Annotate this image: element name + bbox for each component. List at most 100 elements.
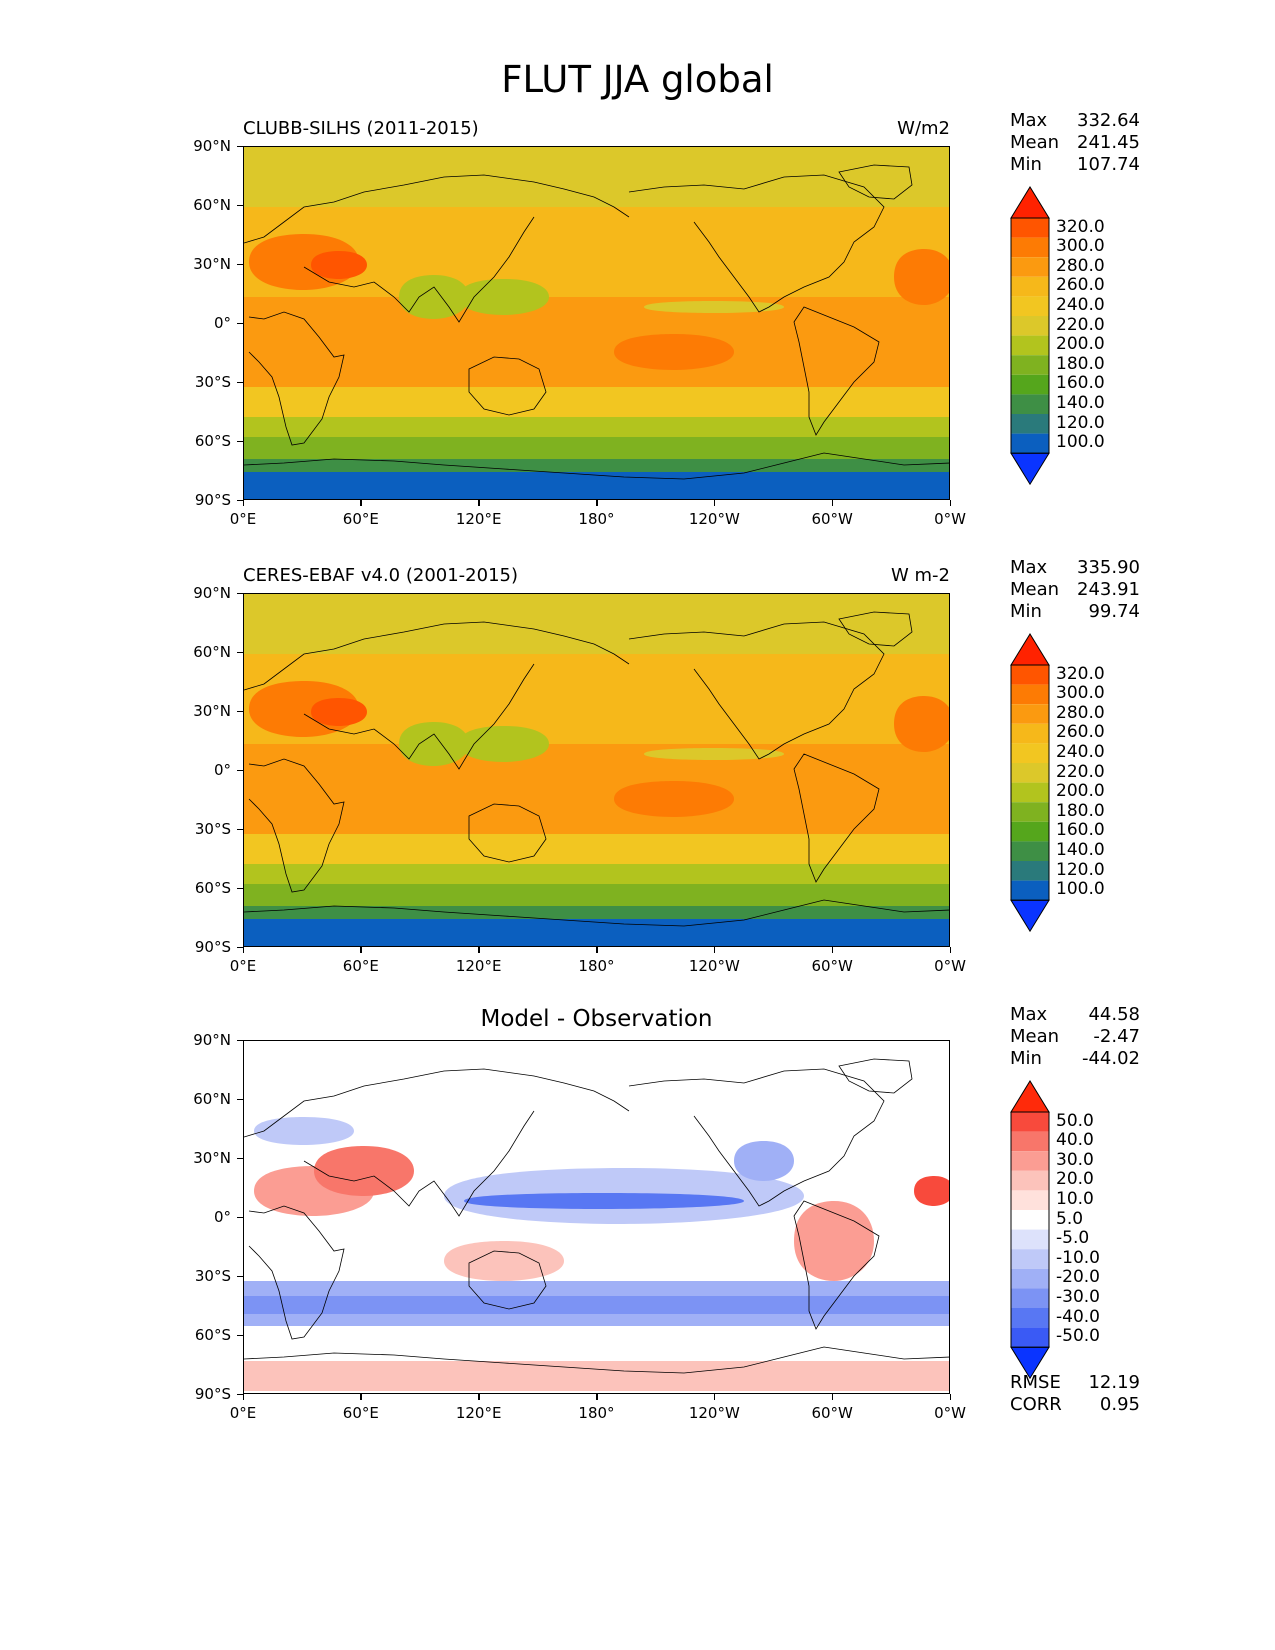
lon-tick-mark bbox=[713, 1394, 716, 1400]
colorbar-segment bbox=[1011, 743, 1049, 763]
lat-tick-mark bbox=[237, 887, 243, 889]
colorbar-max-extension bbox=[1010, 186, 1050, 219]
colorbar-level-label: 220.0 bbox=[1056, 761, 1105, 782]
lon-tick-mark bbox=[831, 1394, 834, 1400]
arabia-region bbox=[311, 251, 367, 279]
colorbar-segment bbox=[1011, 684, 1049, 705]
stat-row: CORR 0.95 bbox=[1010, 1394, 1140, 1416]
lat-tick-label: 30°N bbox=[193, 255, 231, 273]
contour-band-antarctica bbox=[244, 472, 949, 499]
colorbar-level-label: 280.0 bbox=[1056, 255, 1105, 276]
contour-band-tropics bbox=[244, 297, 949, 397]
colorbar-segment bbox=[1011, 1249, 1049, 1269]
colorbar-segment bbox=[1011, 802, 1049, 822]
lat-tick-label: 60°N bbox=[193, 196, 231, 214]
lat-tick-label: 90°N bbox=[193, 584, 231, 602]
colorbar-level-label: 100.0 bbox=[1056, 879, 1105, 900]
lon-tick-mark bbox=[360, 947, 362, 953]
colorbar-segment bbox=[1011, 861, 1049, 881]
coastline bbox=[303, 216, 535, 323]
colorbar-outline bbox=[1010, 664, 1050, 901]
lon-tick-mark bbox=[596, 947, 598, 953]
lat-tick-label: 30°N bbox=[193, 702, 231, 720]
coastlines bbox=[244, 164, 949, 480]
colorbar-segment bbox=[1011, 257, 1049, 277]
lat-tick-label: 0° bbox=[213, 761, 231, 779]
coastline bbox=[628, 174, 885, 313]
atlantic-region bbox=[894, 696, 949, 752]
colorbar-segment bbox=[1011, 394, 1049, 414]
lat-tick-label: 60°N bbox=[193, 643, 231, 661]
colorbar-segment bbox=[1011, 782, 1049, 803]
colorbar-level-label: 300.0 bbox=[1056, 236, 1105, 257]
lat-tick-mark bbox=[237, 499, 243, 501]
lon-tick-mark bbox=[478, 500, 480, 506]
lon-tick-label: 120°E bbox=[455, 957, 502, 975]
lat-tick-label: 30°N bbox=[193, 1149, 231, 1167]
lat-tick-mark bbox=[237, 381, 243, 383]
colorbar-level-label: 120.0 bbox=[1056, 859, 1105, 880]
coastline bbox=[244, 621, 630, 691]
colorbar-min-extension bbox=[1010, 452, 1050, 486]
lat-tick-label: 60°S bbox=[194, 879, 231, 897]
lon-tick-mark bbox=[478, 947, 480, 953]
colorbar-segment bbox=[1011, 841, 1049, 861]
colorbar bbox=[1010, 633, 1050, 933]
lat-tick-label: 0° bbox=[213, 314, 231, 332]
map-panel bbox=[243, 146, 950, 500]
extra-stats-block: RMSE 12.19 CORR 0.95 bbox=[1010, 1372, 1140, 1416]
lat-tick-mark bbox=[237, 828, 243, 830]
lon-tick-label: 120°W bbox=[688, 957, 740, 975]
lon-tick-label: 0°E bbox=[229, 957, 257, 975]
colorbar-segment bbox=[1011, 1268, 1049, 1289]
panel-units: W/m2 bbox=[897, 118, 950, 139]
warm-pool-region-east bbox=[459, 279, 549, 315]
lon-tick-label: 0°E bbox=[229, 510, 257, 528]
colorbar-level-label: 240.0 bbox=[1056, 742, 1105, 762]
panel-units: W m-2 bbox=[890, 565, 950, 586]
colorbar-level-label: 200.0 bbox=[1056, 781, 1105, 802]
colorbar-level-label: 180.0 bbox=[1056, 353, 1105, 374]
atlantic-positive-region bbox=[914, 1176, 949, 1206]
stat-label: Max bbox=[1010, 557, 1048, 578]
colorbar-level-label: 220.0 bbox=[1056, 314, 1105, 335]
stat-label: Min bbox=[1010, 1048, 1042, 1069]
lat-tick-mark bbox=[237, 651, 243, 653]
lon-tick-label: 60°E bbox=[342, 1404, 379, 1422]
colorbar-segment bbox=[1011, 1131, 1049, 1152]
colorbar-level-label: 240.0 bbox=[1056, 295, 1105, 315]
lat-tick-mark bbox=[237, 1157, 243, 1159]
itcz-negative-core bbox=[464, 1193, 744, 1209]
stat-row: Mean 241.45 bbox=[1010, 132, 1140, 154]
colorbar-segment bbox=[1011, 316, 1049, 336]
india-positive-region bbox=[314, 1146, 414, 1196]
panel-title: CERES-EBAF v4.0 (2001-2015) bbox=[243, 565, 519, 586]
atlantic-region bbox=[894, 249, 949, 305]
stat-value: 332.64 bbox=[1077, 110, 1140, 131]
colorbar-level-label: 100.0 bbox=[1056, 432, 1105, 453]
coastline bbox=[628, 1068, 885, 1207]
lat-tick-label: 90°S bbox=[194, 938, 231, 956]
stats-block: Max 332.64 Mean 241.45 Min 107.74 bbox=[1010, 110, 1140, 176]
colorbar-outline bbox=[1010, 217, 1050, 454]
stat-row: Mean -2.47 bbox=[1010, 1026, 1140, 1048]
stat-row: Min -44.02 bbox=[1010, 1048, 1140, 1070]
map-panel bbox=[243, 1040, 950, 1394]
lon-tick-label: 0°W bbox=[934, 1404, 966, 1422]
stat-value: -44.02 bbox=[1081, 1048, 1140, 1069]
colorbar-segment bbox=[1011, 723, 1049, 744]
lon-tick-label: 0°E bbox=[229, 1404, 257, 1422]
stat-row: Max 335.90 bbox=[1010, 557, 1140, 579]
stats-block: Max 335.90 Mean 243.91 Min 99.74 bbox=[1010, 557, 1140, 623]
lat-tick-mark bbox=[237, 1039, 243, 1041]
lat-tick-label: 60°S bbox=[194, 432, 231, 450]
colorbar-level-label: 30.0 bbox=[1056, 1149, 1094, 1170]
colorbar-segment bbox=[1011, 237, 1049, 258]
stat-label: CORR bbox=[1010, 1394, 1062, 1415]
colorbar-segment bbox=[1011, 880, 1049, 901]
warm-pool-region-west bbox=[399, 722, 469, 766]
lon-tick-mark bbox=[360, 500, 362, 506]
east-pacific-region bbox=[614, 781, 734, 817]
lat-tick-label: 90°N bbox=[193, 137, 231, 155]
lon-tick-mark bbox=[713, 500, 716, 506]
